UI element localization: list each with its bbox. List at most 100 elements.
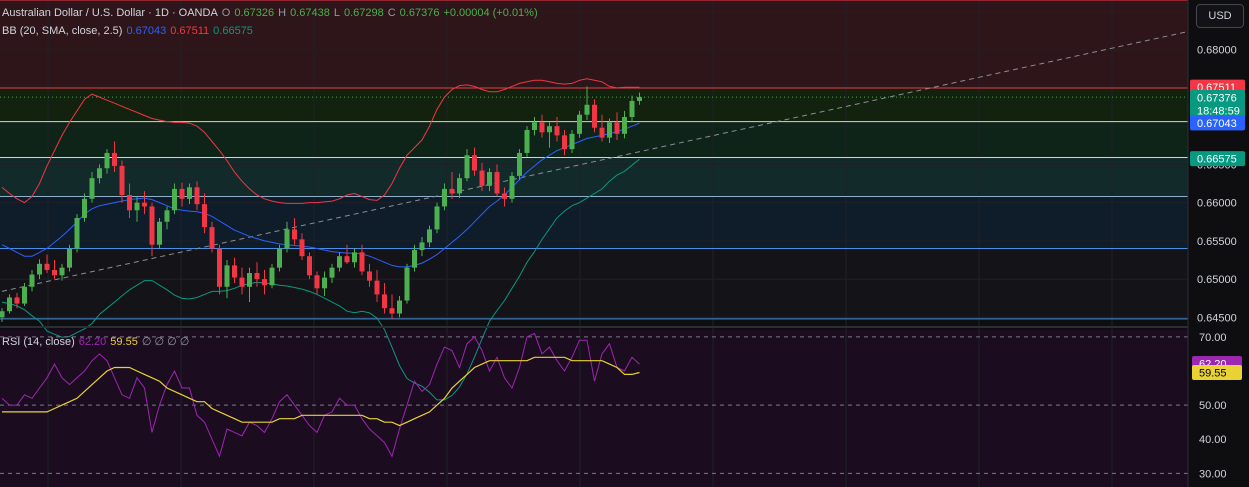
candle xyxy=(532,117,537,136)
bb-lower-value: 0.66575 xyxy=(213,25,253,37)
candle xyxy=(89,172,95,203)
bb-basis-value: 0.67043 xyxy=(126,25,167,37)
zone-band xyxy=(0,248,1188,319)
candle-body xyxy=(149,206,155,245)
zone-band xyxy=(0,157,1188,197)
candle xyxy=(472,147,477,176)
rsi-label: RSI (14, close) xyxy=(2,336,75,348)
candle xyxy=(517,149,522,180)
candle xyxy=(127,183,132,218)
rsi-value-box xyxy=(1192,364,1242,380)
candle xyxy=(67,244,72,272)
candle xyxy=(442,183,447,211)
candle-body xyxy=(224,265,230,287)
candle xyxy=(262,269,267,295)
bb-upper-line xyxy=(1,78,640,204)
candle-body xyxy=(29,274,35,287)
candle-body xyxy=(179,188,185,199)
rsi-legend[interactable]: RSI (14, close) 62.20 59.55 ∅ ∅ ∅ ∅ xyxy=(2,335,193,348)
candle-body xyxy=(292,229,297,240)
candle-body xyxy=(547,126,552,133)
candle-body xyxy=(637,97,642,101)
candle xyxy=(299,233,305,260)
candle-body xyxy=(97,168,102,179)
candle xyxy=(524,126,530,157)
candle xyxy=(187,183,192,205)
candle-body xyxy=(494,172,500,194)
rsi-value: 62.20 xyxy=(78,336,107,348)
candle-body xyxy=(187,187,192,199)
candle-body xyxy=(269,267,275,286)
candle-body xyxy=(374,280,380,295)
price-label-text: 0.66575 xyxy=(1197,154,1237,166)
candle xyxy=(322,271,327,296)
candle xyxy=(614,112,620,140)
bb-lower-line xyxy=(1,158,640,401)
candle xyxy=(112,141,117,173)
candle-body xyxy=(239,277,245,287)
price-label-box xyxy=(1190,115,1245,131)
candle xyxy=(464,149,470,182)
price-label: 0.66575 xyxy=(1190,151,1245,167)
rsi-tick-label: 30.00 xyxy=(1199,468,1227,480)
currency-button[interactable]: USD xyxy=(1196,4,1244,28)
candle xyxy=(487,168,492,192)
candle xyxy=(254,262,260,287)
candle xyxy=(172,183,177,215)
candle xyxy=(37,259,42,280)
candle xyxy=(29,269,35,292)
bb-legend[interactable]: BB (20, SMA, close, 2.5) 0.67043 0.67511 0.… xyxy=(2,25,257,37)
candle-body xyxy=(337,256,342,268)
candle xyxy=(329,263,335,283)
candle xyxy=(412,244,417,272)
rsi-pane-background xyxy=(0,330,1188,487)
price-label-box xyxy=(1190,151,1245,167)
candle xyxy=(277,244,282,272)
candle xyxy=(134,196,140,222)
bb-basis-line xyxy=(1,122,640,268)
candle-body xyxy=(322,277,327,289)
rsi-extra: ∅ ∅ ∅ ∅ xyxy=(141,336,190,348)
candle xyxy=(82,193,87,222)
candle-body xyxy=(577,114,582,134)
close-value: 0.67376 xyxy=(399,7,440,19)
candle xyxy=(584,86,590,121)
candle xyxy=(194,181,200,211)
candle xyxy=(547,122,552,148)
rsi-tick-label: 70.00 xyxy=(1199,332,1227,344)
candle-body xyxy=(89,178,95,199)
candle xyxy=(389,294,395,319)
candle xyxy=(209,221,215,253)
candle xyxy=(269,263,275,289)
candle-body xyxy=(614,122,620,134)
candle-body xyxy=(562,135,567,150)
candle xyxy=(179,182,185,207)
candle xyxy=(427,225,432,247)
candle xyxy=(314,271,320,295)
candle-body xyxy=(434,206,440,230)
candle-body xyxy=(202,204,207,228)
candle-body xyxy=(194,187,200,205)
candle-body xyxy=(532,122,537,130)
candle-body xyxy=(359,252,365,272)
candle xyxy=(164,206,170,230)
candle-body xyxy=(457,178,462,194)
candle-body xyxy=(509,175,515,199)
candle xyxy=(539,114,545,138)
candle xyxy=(397,295,402,318)
candle-body xyxy=(524,130,530,153)
candle-body xyxy=(314,275,320,289)
candle xyxy=(404,263,410,304)
candle xyxy=(494,164,500,197)
candle xyxy=(382,282,387,314)
rsi-tick-label: 40.00 xyxy=(1199,434,1227,446)
candle xyxy=(562,130,567,156)
low-value: 0.67298 xyxy=(343,7,384,19)
candle xyxy=(247,267,252,303)
bb-label: BB (20, SMA, close, 2.5) xyxy=(2,25,123,37)
candle xyxy=(374,269,380,303)
candle-body xyxy=(134,202,140,211)
candle-body xyxy=(22,286,27,304)
candle-body xyxy=(442,188,447,207)
